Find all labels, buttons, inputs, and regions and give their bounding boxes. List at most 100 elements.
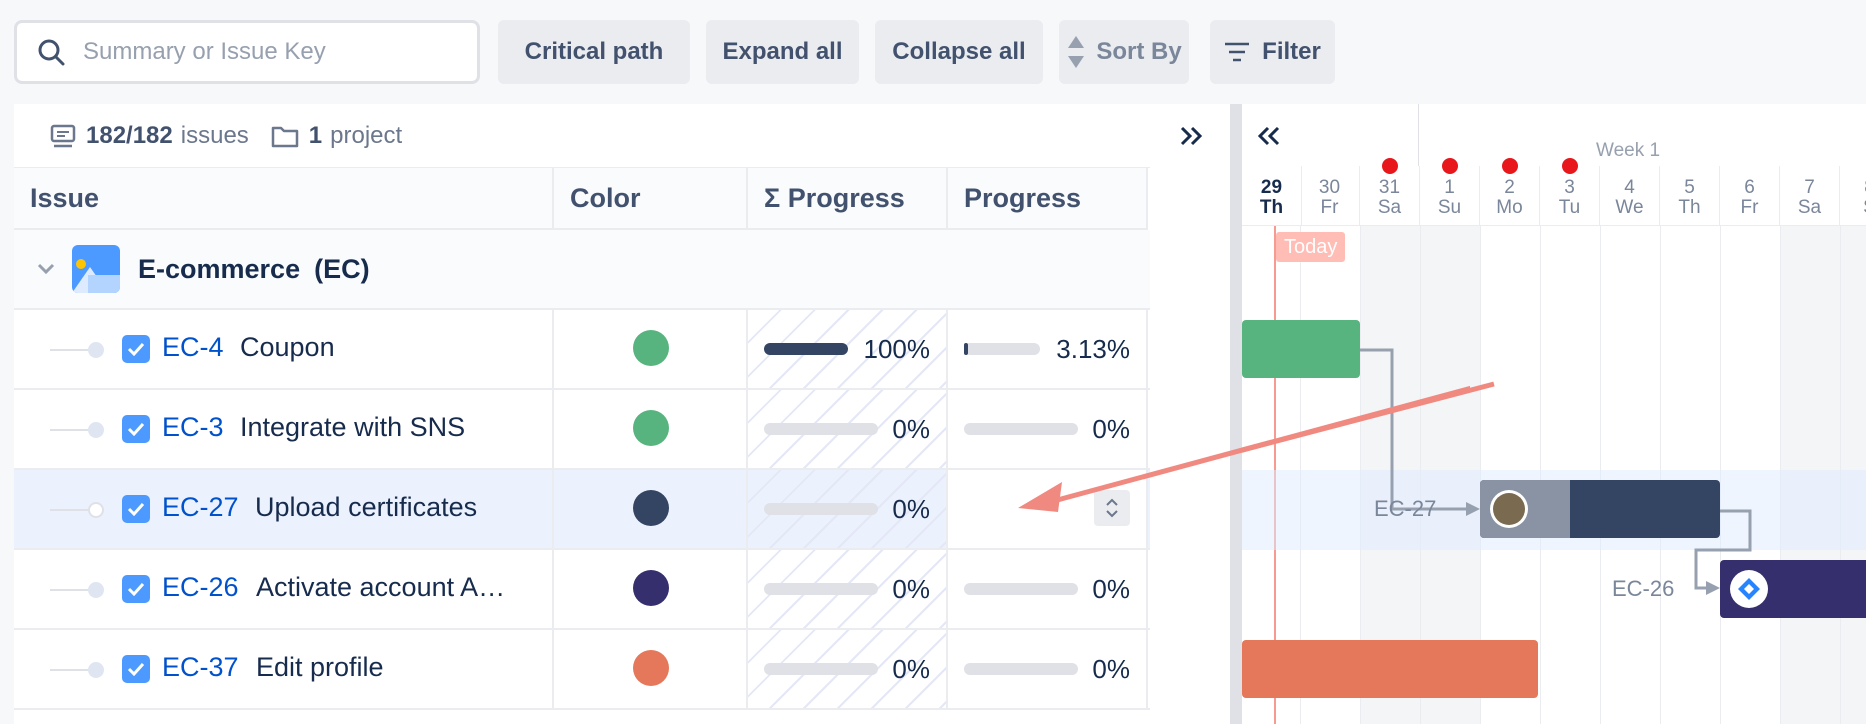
checkbox-icon	[122, 335, 150, 363]
issues-icon	[50, 124, 76, 147]
stepper-icon[interactable]	[1094, 490, 1130, 526]
progress-bar	[964, 583, 1078, 595]
day-header: 30 Fr	[1300, 166, 1360, 226]
chevron-down-icon[interactable]	[36, 262, 56, 276]
gantt-bar-ec-27[interactable]	[1480, 480, 1720, 538]
issue-key[interactable]: EC-4	[162, 332, 224, 362]
day-header: 31 Sa	[1360, 166, 1420, 226]
issue-summary: Integrate with SNS	[240, 412, 466, 442]
issue-key[interactable]: EC-3	[162, 412, 224, 442]
sort-by-label: Sort By	[1096, 38, 1182, 65]
day-header: 3 Tu	[1540, 166, 1600, 226]
sum-progress-bar	[764, 583, 878, 595]
collapse-left-icon[interactable]	[1256, 124, 1284, 148]
sum-progress-bar	[764, 423, 878, 435]
search-placeholder: Summary or Issue Key	[83, 38, 326, 65]
day-header: 29 Th	[1242, 166, 1302, 226]
table-row[interactable]: EC-26 Activate account A… 0% 0%	[14, 550, 1150, 630]
today-badge: Today	[1276, 232, 1346, 262]
issues-label: issues	[180, 121, 249, 149]
sum-progress-value: 0%	[892, 654, 930, 684]
search-input[interactable]: Summary or Issue Key	[14, 20, 480, 84]
event-marker[interactable]	[1382, 158, 1398, 174]
issue-key[interactable]: EC-26	[162, 572, 239, 602]
collapse-all-button[interactable]: Collapse all	[875, 20, 1043, 84]
day-header: 5 Th	[1660, 166, 1720, 226]
sum-progress-value: 0%	[892, 574, 930, 604]
project-group-row[interactable]: E-commerce (EC)	[14, 230, 1150, 310]
gantt-bar-ec-4[interactable]	[1242, 320, 1360, 378]
dependency-label: EC-27	[1374, 496, 1437, 521]
table-row[interactable]: EC-4 Coupon 100% 3.13%	[14, 310, 1150, 390]
summary-bar: 182/182 issues 1 project	[14, 104, 1203, 168]
day-header: 8S	[1840, 166, 1866, 226]
project-key: (EC)	[314, 253, 370, 284]
event-marker[interactable]	[1442, 158, 1458, 174]
avatar	[1490, 490, 1528, 528]
expand-all-button[interactable]: Expand all	[706, 20, 859, 84]
table-row[interactable]: EC-3 Integrate with SNS 0% 0%	[14, 390, 1150, 470]
progress-bar	[964, 423, 1078, 435]
day-header: 7 Sa	[1780, 166, 1840, 226]
issue-summary: Edit profile	[256, 652, 384, 682]
color-dot[interactable]	[633, 570, 669, 606]
jira-icon	[1730, 570, 1768, 608]
day-header: 6 Fr	[1720, 166, 1780, 226]
column-header-progress[interactable]: Progress	[948, 168, 1148, 230]
progress-bar	[964, 663, 1078, 675]
color-dot[interactable]	[633, 330, 669, 366]
panel-splitter[interactable]	[1230, 104, 1242, 724]
event-marker[interactable]	[1502, 158, 1518, 174]
progress-value: 3.13%	[1056, 334, 1130, 364]
progress-value: 0%	[1092, 414, 1130, 444]
issue-summary: Coupon	[240, 332, 335, 362]
critical-path-button[interactable]: Critical path	[498, 20, 690, 84]
filter-button[interactable]: Filter	[1210, 20, 1335, 84]
sum-progress-bar	[764, 343, 848, 355]
toolbar: Summary or Issue Key Critical path Expan…	[0, 0, 1866, 104]
sum-progress-value: 0%	[892, 494, 930, 524]
checkbox-icon	[122, 575, 150, 603]
annotation-arrow	[1018, 385, 1470, 512]
issues-count: 182/182	[86, 121, 173, 149]
gantt-bar-ec-26[interactable]	[1720, 560, 1866, 618]
tree-node	[88, 582, 104, 598]
sum-progress-value: 100%	[863, 334, 931, 364]
event-marker[interactable]	[1562, 158, 1578, 174]
column-header-sum-progress[interactable]: Σ Progress	[748, 168, 948, 230]
sort-icon	[1068, 36, 1085, 68]
table-row-selected[interactable]: EC-27 Upload certificates 0%	[14, 470, 1150, 550]
day-header: 2 Mo	[1480, 166, 1540, 226]
table-row-partial	[14, 710, 1150, 724]
column-header-issue[interactable]: Issue	[14, 168, 554, 230]
gantt-bar-ec-37[interactable]	[1242, 640, 1538, 698]
sum-progress-bar	[764, 503, 878, 515]
tree-node	[88, 342, 104, 358]
color-dot[interactable]	[633, 410, 669, 446]
filter-label: Filter	[1262, 38, 1321, 65]
issue-key[interactable]: EC-37	[162, 652, 239, 682]
week-label: Week 1	[1596, 140, 1661, 161]
projects-count: 1	[308, 121, 323, 149]
project-avatar	[72, 245, 120, 293]
checkbox-icon	[122, 655, 150, 683]
progress-bar	[964, 343, 1040, 355]
progress-value: 0%	[1092, 654, 1130, 684]
color-dot[interactable]	[633, 650, 669, 686]
column-header-color[interactable]: Color	[554, 168, 748, 230]
issue-key[interactable]: EC-27	[162, 492, 239, 522]
expand-right-icon[interactable]	[1178, 124, 1206, 148]
progress-value: 0%	[1092, 574, 1130, 604]
color-dot[interactable]	[633, 490, 669, 526]
tree-node	[88, 502, 104, 518]
day-header: 1 Su	[1420, 166, 1480, 226]
checkbox-icon	[122, 495, 150, 523]
table-row[interactable]: EC-37 Edit profile 0% 0%	[14, 630, 1150, 710]
search-icon	[38, 39, 65, 66]
issue-summary: Upload certificates	[255, 492, 478, 522]
tree-node	[88, 422, 104, 438]
sum-progress-bar	[764, 663, 878, 675]
sort-by-button[interactable]: Sort By	[1059, 20, 1189, 84]
dependency-label: EC-26	[1612, 576, 1675, 601]
